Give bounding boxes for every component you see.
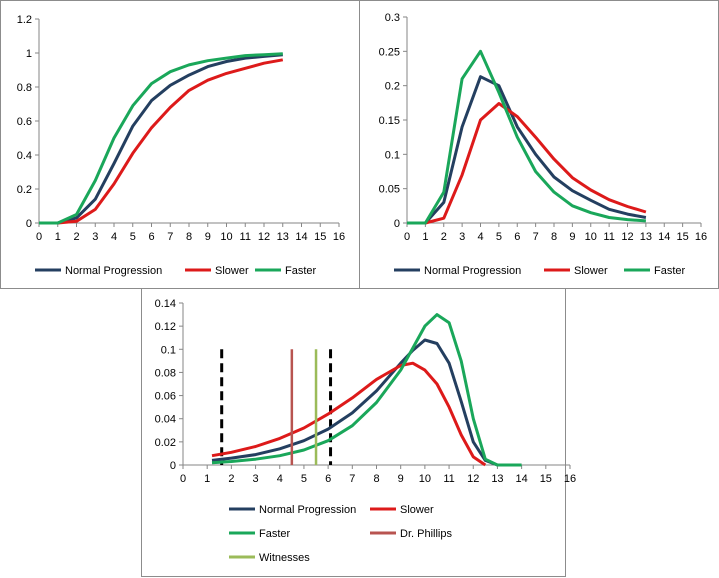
x-tick-label: 14 [516,473,528,485]
x-tick-label: 13 [491,473,503,485]
x-tick-label: 6 [325,473,331,485]
x-tick-label: 9 [398,473,404,485]
x-tick-label: 3 [92,231,98,243]
legend-label-normal-progression: Normal Progression [65,265,162,277]
x-tick-label: 15 [677,231,689,243]
x-tick-label: 6 [514,231,520,243]
y-tick-label: 0.1 [161,344,176,356]
x-tick-label: 1 [422,231,428,243]
chart-distribution: 0 0.05 0.1 0.15 0.2 0.25 0.3 0 1 2 3 4 5 6 7 8 9 10 11 12 13… [359,0,719,289]
y-tick-label: 1.2 [17,14,32,26]
x-tick-label: 1 [204,473,210,485]
x-tick-label: 13 [277,231,289,243]
y-tick-label: 0.02 [155,437,176,449]
legend-label-slower: Slower [574,265,608,277]
y-tick-label: 0.04 [155,414,176,426]
x-tick-label: 12 [258,231,270,243]
y-tick-label: 0.14 [155,298,176,310]
x-tick-label: 5 [130,231,136,243]
chart-distribution-reversed: 0 0.02 0.04 0.06 0.08 0.1 0.12 0.14 0 1 2 3 4 5 6 7 8 9 10… [141,288,577,577]
x-tick-label: 16 [564,473,576,485]
chart-cumulative-svg: 00.20.40.60.811.20 1 2 3 4 5 6 7 8 9 10 11 12 13 14 15 1… [17,14,345,277]
series-line-normal-progression [39,53,283,225]
series-line-faster [407,49,647,225]
legend-label-faster: Faster [654,265,686,277]
y-tick-label: 0.08 [155,367,176,379]
x-tick-label: 10 [419,473,431,485]
y-tick-label: 0.06 [155,391,176,403]
series-line-normal-progression [407,75,647,225]
x-tick-label: 9 [205,231,211,243]
y-tick-label: 0 [26,218,32,230]
x-tick-label: 14 [295,231,307,243]
x-tick-label: 7 [349,473,355,485]
x-tick-label: 4 [277,473,283,485]
y-tick-label: 1 [26,48,32,60]
x-tick-label: 5 [301,473,307,485]
x-tick-label: 0 [180,473,186,485]
y-tick-label: 0.8 [17,82,32,94]
x-tick-label: 13 [640,231,652,243]
y-tick-label: 0.3 [385,12,400,24]
chart-distribution-reversed-svg: 00.020.040.060.080.10.120.140 1 2 3 4 5 6 7 8 9 10… [155,298,577,564]
x-tick-label: 2 [441,231,447,243]
series-line-faster [39,52,283,225]
x-tick-label: 11 [240,231,251,243]
legend-label-witnesses: Witnesses [259,552,310,564]
y-tick-label: 0.12 [155,321,176,333]
y-tick-label: 0.1 [385,149,400,161]
y-tick-label: 0.2 [385,81,400,93]
y-tick-label: 0.05 [379,184,400,196]
y-tick-label: 0.6 [17,116,32,128]
series-line-normal-progression [211,338,498,467]
legend-label-slower: Slower [400,504,434,516]
y-tick-label: 0 [394,218,400,230]
x-tick-label: 7 [167,231,173,243]
y-tick-label: 0 [170,460,176,472]
y-tick-label: 0.15 [379,115,400,127]
x-tick-label: 15 [540,473,552,485]
series-line-faster [211,313,522,467]
x-tick-label: 12 [621,231,633,243]
chart-cumulative: 0 0.2 0.4 0.6 0.8 1 1.2 0 1 2 3 4 5 6 7 8 9 10 11 12 13 14 15 1… [0,0,360,289]
x-tick-label: 16 [333,231,345,243]
x-tick-label: 0 [36,231,42,243]
x-tick-label: 4 [477,231,483,243]
legend-label-faster: Faster [285,265,317,277]
x-tick-label: 15 [314,231,326,243]
series-line-slower [407,102,647,225]
x-tick-label: 1 [55,231,61,243]
x-tick-label: 10 [220,231,232,243]
y-tick-label: 0.4 [17,150,32,162]
series-line-slower [39,58,284,225]
x-tick-label: 2 [73,231,79,243]
x-tick-label: 2 [228,473,234,485]
x-tick-label: 11 [443,473,454,485]
series-line-slower [211,361,487,467]
x-tick-label: 14 [658,231,670,243]
x-tick-label: 5 [496,231,502,243]
x-tick-label: 6 [148,231,154,243]
y-tick-label: 0.25 [379,46,400,58]
x-tick-label: 16 [695,231,707,243]
x-tick-label: 8 [551,231,557,243]
x-tick-label: 7 [533,231,539,243]
y-tick-label: 0.2 [17,184,32,196]
x-tick-label: 9 [569,231,575,243]
legend-label-normal-progression: Normal Progression [424,265,521,277]
x-tick-label: 11 [603,231,614,243]
legend-label-normal-progression: Normal Progression [259,504,356,516]
x-tick-label: 0 [404,231,410,243]
chart-distribution-svg: 00.050.10.150.20.250.30 1 2 3 4 5 6 7 8 9 10 11 12 13… [379,12,708,277]
x-tick-label: 12 [467,473,479,485]
x-tick-label: 3 [459,231,465,243]
x-tick-label: 4 [111,231,117,243]
x-tick-label: 10 [585,231,597,243]
x-tick-label: 8 [186,231,192,243]
x-tick-label: 3 [253,473,259,485]
legend-label-dr-phillips: Dr. Phillips [400,528,452,540]
legend-label-slower: Slower [215,265,249,277]
legend-label-faster: Faster [259,528,291,540]
x-tick-label: 8 [373,473,379,485]
